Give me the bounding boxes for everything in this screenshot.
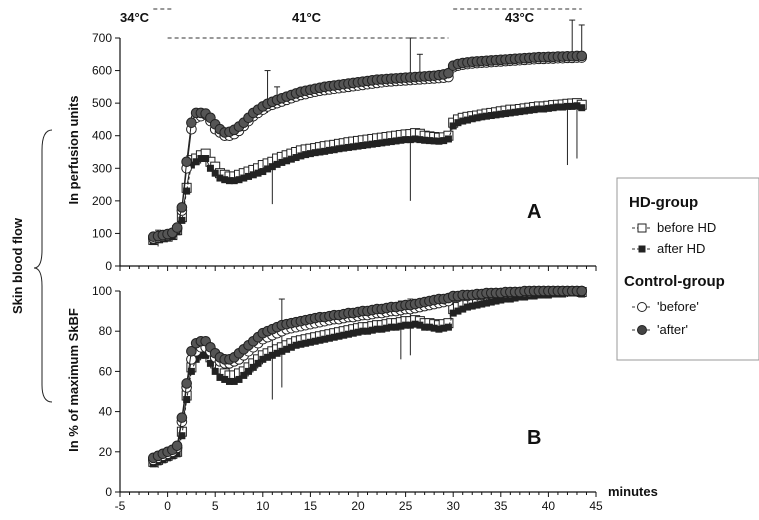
point-after-hd [245,367,253,375]
y-tick-label: 600 [92,64,112,78]
point-after-hd [444,135,452,143]
point-after-hd [206,359,214,367]
y-tick-label: 20 [99,445,113,459]
y-tick-label: 200 [92,194,112,208]
y-tick-label: 0 [105,259,112,273]
point-control-after [443,67,454,79]
legend-item-before-hd: before HD [632,220,716,235]
point-after-hd [183,396,191,404]
point-control-after [186,117,197,128]
legend-item-control-after: 'after' [632,322,688,337]
point-after-hd [211,169,219,177]
legend-item-control-before: 'before' [632,299,699,314]
x-tick-label: 40 [542,499,556,513]
left-group-label: Skin blood flow [10,217,25,314]
y-tick-label: 60 [99,364,113,378]
y-tick-label: 40 [99,405,113,419]
point-control-after [181,156,192,168]
point-control-after [576,285,588,297]
x-axis-label: minutes [608,484,658,499]
legend-title-control: Control-group [624,273,725,290]
x-tick-label: 30 [447,499,461,513]
legend-label-after-hd: after HD [657,241,705,256]
x-tick-label: 10 [256,499,270,513]
y-axis-label-a: In perfusion units [66,95,81,204]
point-control-after [576,50,588,62]
legend-label-control-before: 'before' [657,299,699,314]
x-tick-label: 0 [164,499,171,513]
point-after-hd [254,359,262,367]
point-control-after [176,412,188,423]
x-tick-label: -5 [115,499,126,513]
y-tick-label: 100 [92,226,112,240]
temp-label-41: 41°C [292,10,322,25]
temp-label-43: 43°C [505,10,535,25]
panel-label-b: B [527,427,541,449]
point-after-hd [578,104,586,112]
point-control-after [171,222,183,233]
point-control-after [186,346,197,357]
y-tick-label: 100 [92,284,112,298]
y-tick-label: 500 [92,96,112,110]
x-tick-label: 5 [212,499,219,513]
point-after-hd [211,367,219,375]
point-control-after [171,440,183,452]
left-brace [33,129,53,403]
point-after-hd [202,155,210,163]
y-tick-label: 300 [92,161,112,175]
point-after-hd [444,323,452,331]
x-tick-label: 25 [399,499,413,513]
point-after-hd [249,363,257,371]
panel-label-a: A [527,201,541,223]
x-tick-label: 35 [494,499,508,513]
point-after-hd [206,164,214,172]
legend-title-hd: HD-group [629,194,698,211]
panel-a: 0 100 200 300 400 500 600 700 [92,8,597,273]
point-after-hd [240,371,248,379]
legend-label-control-after: 'after' [657,322,688,337]
x-tick-label: 15 [304,499,318,513]
y-tick-label: 80 [99,324,113,338]
x-tick-label: 20 [351,499,365,513]
y-tick-label: 700 [92,31,112,45]
y-tick-label: 0 [105,485,112,499]
point-after-hd [235,375,243,383]
legend-item-after-hd: after HD [632,241,705,256]
y-tick-label: 400 [92,129,112,143]
legend: HD-group before HD after HD Control-grou… [616,177,759,361]
x-tick-label: 45 [589,499,603,513]
legend-label-before-hd: before HD [657,220,716,235]
temp-label-34: 34°C [120,10,150,25]
point-control-after [181,378,192,389]
y-axis-label-b: In % of maximum SkBF [66,308,81,452]
point-control-after [176,202,188,213]
